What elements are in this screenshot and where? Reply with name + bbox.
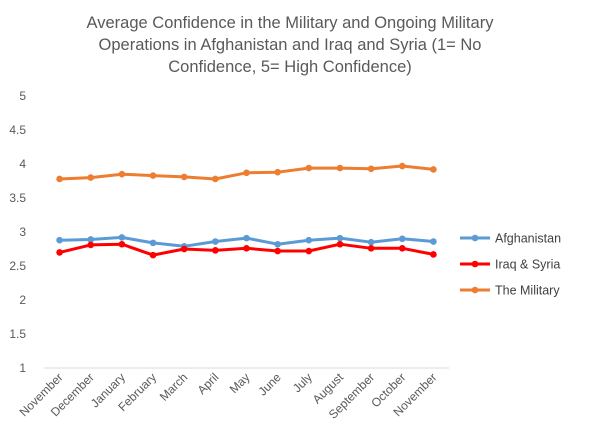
- y-tick-label: 2: [19, 293, 26, 307]
- y-tick-label: 3.5: [9, 191, 26, 205]
- data-point: [243, 169, 250, 177]
- legend-item: Iraq & Syria: [460, 258, 560, 272]
- data-point: [305, 236, 313, 244]
- x-tick-label: April: [195, 370, 222, 397]
- legend-marker: [471, 260, 479, 268]
- series-2: [56, 162, 437, 183]
- x-tick-label: May: [227, 370, 253, 396]
- legend: Afghanistan Iraq & Syria The Military: [460, 232, 561, 298]
- legend-item: The Military: [460, 284, 560, 298]
- chart-title: Average Confidence in the Military and O…: [40, 12, 540, 78]
- data-point: [305, 164, 313, 172]
- data-point: [118, 170, 126, 178]
- x-tick-label: July: [290, 370, 315, 395]
- x-tick-label: June: [255, 370, 284, 399]
- legend-marker: [471, 234, 479, 242]
- data-point: [430, 166, 437, 173]
- y-tick-label: 1.5: [9, 327, 26, 341]
- data-point: [398, 162, 406, 170]
- data-point: [274, 247, 281, 255]
- data-point: [87, 236, 95, 243]
- data-point: [212, 247, 219, 254]
- data-point: [56, 236, 63, 244]
- y-tick-label: 4.5: [9, 123, 26, 137]
- legend-label: Iraq & Syria: [495, 258, 560, 272]
- data-point: [149, 239, 157, 247]
- data-point: [367, 238, 375, 246]
- data-point: [430, 238, 437, 245]
- data-point: [118, 234, 126, 241]
- y-tick-label: 2.5: [9, 259, 26, 273]
- y-axis: 1 1.5 2 2.5 3 3.5 4 4.5 5: [9, 89, 26, 375]
- data-point: [87, 241, 95, 249]
- y-tick-label: 1: [19, 361, 26, 375]
- chart-title-line-1: Average Confidence in the Military and O…: [86, 14, 494, 32]
- legend-label: The Military: [495, 284, 560, 298]
- data-point: [274, 240, 281, 248]
- data-point: [430, 251, 437, 258]
- data-point: [367, 245, 375, 252]
- chart-title-line-2: Operations in Afghanistan and Iraq and S…: [98, 36, 482, 54]
- data-point: [87, 174, 95, 181]
- legend-label: Afghanistan: [495, 232, 561, 246]
- data-point: [398, 235, 406, 243]
- data-point: [243, 245, 250, 252]
- data-point: [305, 247, 313, 255]
- plot-area: [56, 162, 437, 259]
- data-point: [56, 175, 63, 183]
- data-point: [336, 164, 344, 172]
- data-point: [243, 234, 250, 242]
- y-tick-label: 3: [19, 225, 26, 239]
- data-point: [56, 249, 63, 256]
- data-point: [336, 234, 344, 242]
- chart-title-line-3: Confidence, 5= High Confidence): [168, 58, 412, 76]
- x-tick-label: March: [157, 370, 190, 403]
- data-point: [149, 172, 157, 179]
- data-point: [367, 165, 375, 173]
- y-tick-label: 5: [19, 89, 26, 103]
- legend-marker: [471, 286, 479, 294]
- data-point: [212, 175, 219, 183]
- series-1: [56, 240, 437, 259]
- legend-item: Afghanistan: [460, 232, 561, 246]
- data-point: [212, 238, 219, 245]
- data-point: [149, 251, 157, 259]
- y-tick-label: 4: [19, 157, 26, 171]
- data-point: [180, 173, 188, 181]
- data-point: [118, 240, 126, 248]
- data-point: [274, 168, 281, 176]
- data-point: [336, 240, 344, 248]
- data-point: [180, 245, 188, 253]
- data-point: [398, 245, 406, 252]
